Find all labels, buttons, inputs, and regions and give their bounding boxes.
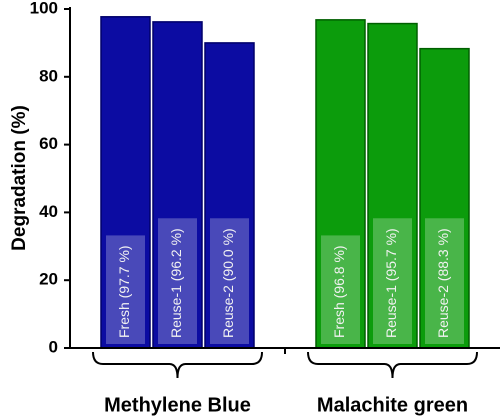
value-label-group: Reuse-1 (96.2 %) <box>158 218 197 344</box>
bar <box>204 42 255 349</box>
group-brace <box>307 351 478 379</box>
y-tick-label: 40 <box>39 202 58 221</box>
value-label-box <box>373 218 412 344</box>
bar <box>367 22 418 349</box>
y-tick-label: 0 <box>49 337 58 356</box>
value-label-box <box>210 218 249 344</box>
value-label-group: Reuse-2 (88.3 %) <box>425 218 464 344</box>
group-brace <box>92 351 263 379</box>
value-label-group: Reuse-1 (95.7 %) <box>373 218 412 344</box>
value-label: Fresh (96.8 %) <box>331 245 347 338</box>
value-label: Reuse-2 (88.3 %) <box>435 228 451 338</box>
y-tick-label: 60 <box>39 134 58 153</box>
value-label: Reuse-1 (95.7 %) <box>383 228 399 338</box>
value-label-box <box>425 218 464 344</box>
y-tick-label: 100 <box>30 0 58 17</box>
value-label-group: Fresh (97.7 %) <box>106 235 145 344</box>
group-label: Methylene Blue <box>104 394 251 416</box>
value-label-group: Fresh (96.8 %) <box>321 235 360 344</box>
value-label-group: Reuse-2 (90.0 %) <box>210 218 249 344</box>
y-axis-label: Degradation (%) <box>9 105 30 251</box>
value-label: Reuse-2 (90.0 %) <box>220 228 236 338</box>
value-label-box <box>321 235 360 344</box>
bar <box>315 19 366 349</box>
value-label: Reuse-1 (96.2 %) <box>168 228 184 338</box>
y-tick-label: 80 <box>39 66 58 85</box>
value-label-box <box>158 218 197 344</box>
value-label: Fresh (97.7 %) <box>116 245 132 338</box>
group-label: Malachite green <box>317 394 468 416</box>
y-tick-label: 20 <box>39 270 58 289</box>
value-label-box <box>106 235 145 344</box>
